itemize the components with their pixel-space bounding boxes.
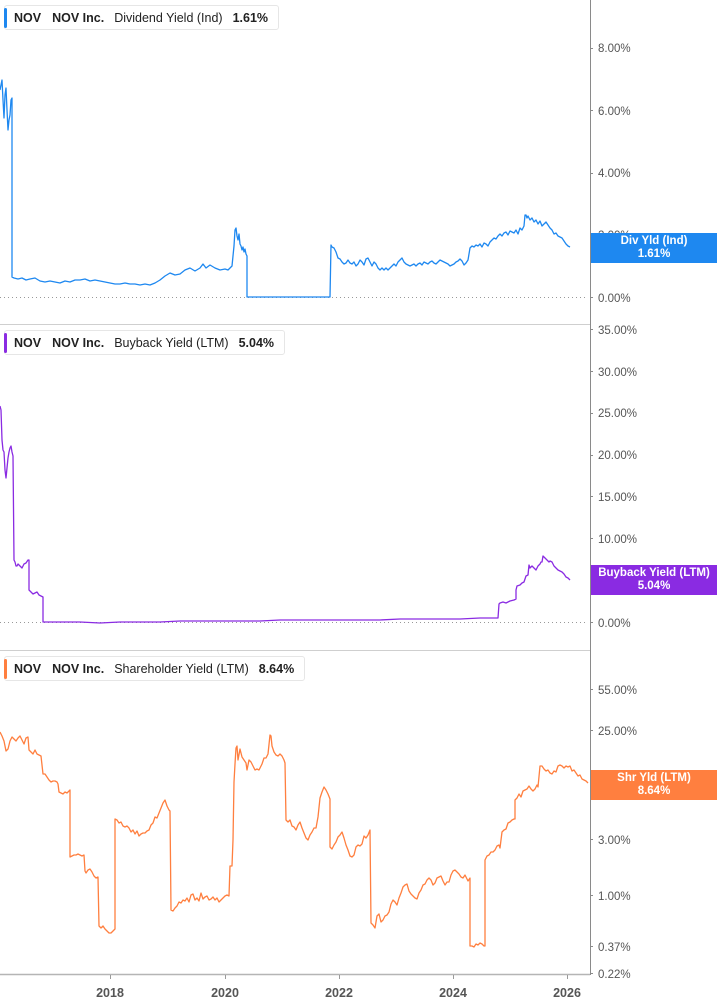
y-tick-label: 25.00% bbox=[598, 408, 637, 420]
y-tick-label: 3.00% bbox=[598, 835, 631, 847]
y-tick-label: 6.00% bbox=[598, 106, 631, 118]
shareholder-yield-line bbox=[0, 731, 589, 948]
y-tick-label: 1.00% bbox=[598, 891, 631, 903]
legend-ticker: NOV bbox=[14, 661, 42, 676]
y-tick-label: 10.00% bbox=[598, 534, 637, 546]
y-tick-label: 55.00% bbox=[598, 685, 637, 697]
y-tick-label: 0.22% bbox=[598, 969, 631, 981]
y-tick-label: 0.37% bbox=[598, 942, 631, 954]
tag-label: Div Yld (Ind) bbox=[620, 235, 688, 247]
tag-value: 1.61% bbox=[637, 248, 671, 260]
legend-value: 8.64% bbox=[258, 661, 295, 676]
legend-ticker: NOV bbox=[14, 10, 42, 25]
legend-company: NOV Inc. bbox=[52, 10, 105, 25]
y-tick-label: 20.00% bbox=[598, 450, 637, 462]
panel-shareholder-yield: NOV NOV Inc. Shareholder Yield (LTM) 8.6… bbox=[0, 651, 717, 975]
legend-value: 5.04% bbox=[238, 335, 275, 350]
x-tick-label: 2026 bbox=[553, 986, 581, 1000]
x-ticks bbox=[110, 975, 568, 979]
current-value-tag-shareholder: Shr Yld (LTM) 8.64% bbox=[591, 770, 717, 800]
panel-buyback-yield: NOV NOV Inc. Buyback Yield (LTM) 5.04% bbox=[0, 325, 717, 650]
legend-shareholder-yield[interactable]: NOV NOV Inc. Shareholder Yield (LTM) 8.6… bbox=[4, 656, 306, 681]
buyback-yield-line bbox=[0, 405, 571, 624]
y-tick-label: 30.00% bbox=[598, 367, 637, 379]
panel-dividend-yield: NOV NOV Inc. Dividend Yield (Ind) 1.61% bbox=[0, 0, 717, 324]
x-tick-label: 2020 bbox=[211, 986, 239, 1000]
legend-value: 1.61% bbox=[232, 10, 269, 25]
y-tick-label: 8.00% bbox=[598, 43, 631, 55]
y-tick-label: 0.00% bbox=[598, 293, 631, 305]
x-tick-label: 2024 bbox=[439, 986, 467, 1000]
tag-value: 8.64% bbox=[637, 785, 671, 797]
y-tick-label: 35.00% bbox=[598, 325, 637, 337]
series-color-marker bbox=[4, 659, 7, 679]
tag-value: 5.04% bbox=[637, 580, 671, 592]
current-value-tag-dividend: Div Yld (Ind) 1.61% bbox=[591, 233, 717, 263]
y-tick-label: 0.00% bbox=[598, 618, 631, 630]
legend-company: NOV Inc. bbox=[52, 661, 105, 676]
legend-ticker: NOV bbox=[14, 335, 42, 350]
series-color-marker bbox=[4, 333, 7, 353]
current-value-tag-buyback: Buyback Yield (LTM) 5.04% bbox=[591, 565, 717, 595]
tag-label: Shr Yld (LTM) bbox=[617, 772, 691, 784]
tag-label: Buyback Yield (LTM) bbox=[598, 567, 710, 579]
y-tick-label: 4.00% bbox=[598, 168, 631, 180]
legend-metric: Dividend Yield (Ind) bbox=[114, 10, 223, 25]
legend-dividend-yield[interactable]: NOV NOV Inc. Dividend Yield (Ind) 1.61% bbox=[4, 5, 280, 30]
y-tick-label: 15.00% bbox=[598, 492, 637, 504]
dividend-yield-line bbox=[0, 79, 571, 298]
legend-buyback-yield[interactable]: NOV NOV Inc. Buyback Yield (LTM) 5.04% bbox=[4, 330, 286, 355]
y-ticks-buyback bbox=[590, 329, 593, 623]
legend-company: NOV Inc. bbox=[52, 335, 105, 350]
y-ticks-dividend bbox=[590, 48, 593, 298]
y-tick-label: 25.00% bbox=[598, 726, 637, 738]
x-tick-label: 2022 bbox=[325, 986, 353, 1000]
legend-metric: Buyback Yield (LTM) bbox=[114, 335, 229, 350]
legend-metric: Shareholder Yield (LTM) bbox=[114, 661, 249, 676]
x-tick-label: 2018 bbox=[96, 986, 124, 1000]
series-color-marker bbox=[4, 8, 7, 28]
